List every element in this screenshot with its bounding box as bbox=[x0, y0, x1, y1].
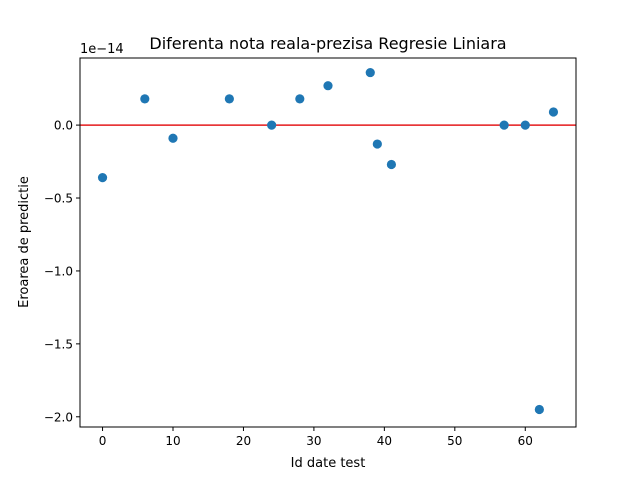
x-axis-label: Id date test bbox=[291, 456, 366, 471]
data-point-13 bbox=[548, 107, 559, 117]
data-point-9 bbox=[386, 159, 397, 170]
data-point-6 bbox=[323, 81, 333, 91]
y-tick-label-2: −1.0 bbox=[44, 264, 73, 278]
x-tick-label-3: 30 bbox=[306, 434, 321, 448]
x-tick-label-0: 0 bbox=[99, 434, 107, 448]
y-tick-label-4: 0.0 bbox=[54, 119, 73, 133]
x-tick-label-5: 50 bbox=[447, 434, 462, 448]
x-tick-label-1: 10 bbox=[165, 434, 180, 448]
data-point-11 bbox=[520, 120, 530, 130]
data-point-5 bbox=[295, 94, 305, 104]
data-point-12 bbox=[534, 404, 544, 415]
y-axis-offset-label: 1e−14 bbox=[80, 42, 124, 57]
data-point-2 bbox=[168, 133, 178, 143]
chart-title: Diferenta nota reala-prezisa Regresie Li… bbox=[149, 34, 506, 53]
data-point-4 bbox=[267, 120, 277, 130]
data-point-1 bbox=[140, 94, 150, 104]
x-tick-label-6: 60 bbox=[518, 434, 533, 448]
data-point-8 bbox=[372, 139, 382, 149]
x-tick-label-2: 20 bbox=[236, 434, 251, 448]
x-axis-ticks: 0 10 20 30 40 50 60 bbox=[99, 427, 533, 448]
plot-area-frame bbox=[79, 57, 577, 428]
data-point-7 bbox=[365, 67, 375, 78]
y-axis-ticks: −2.0 −1.5 −1.0 −0.5 0.0 bbox=[44, 119, 80, 424]
y-tick-label-0: −2.0 bbox=[44, 410, 73, 424]
y-tick-label-1: −1.5 bbox=[44, 337, 73, 351]
y-tick-label-3: −0.5 bbox=[44, 192, 73, 206]
x-tick-label-4: 40 bbox=[377, 434, 392, 448]
data-point-10 bbox=[499, 120, 509, 130]
data-point-0 bbox=[97, 172, 108, 183]
y-axis-label: Eroarea de predictie bbox=[17, 176, 32, 308]
data-points-layer bbox=[97, 67, 559, 415]
data-point-3 bbox=[224, 94, 234, 104]
